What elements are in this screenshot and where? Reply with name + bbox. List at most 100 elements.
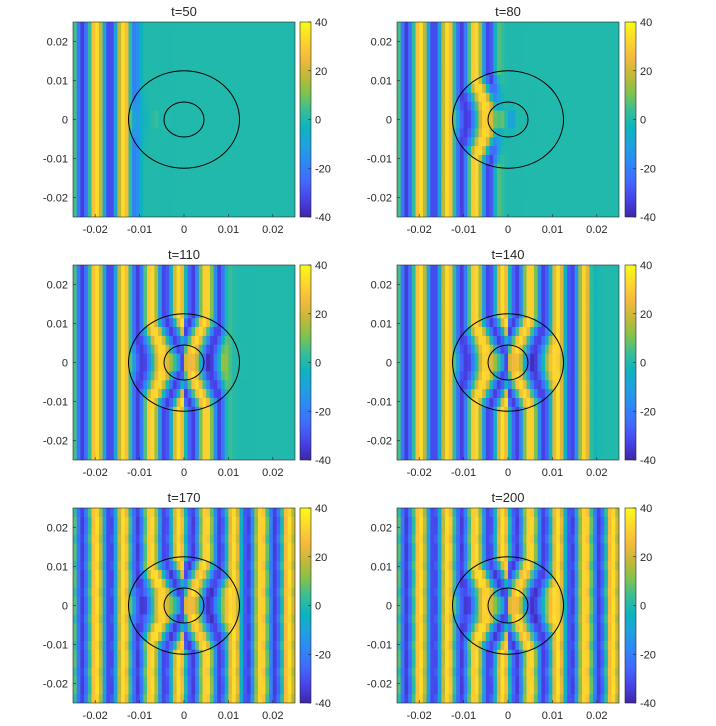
heatmap-cell	[415, 199, 420, 209]
heatmap-cell	[246, 208, 252, 217]
heatmap-cell	[611, 57, 616, 67]
heatmap-cell	[426, 75, 431, 85]
heatmap-cell	[530, 75, 535, 85]
heatmap-cell	[541, 154, 546, 165]
heatmap-cell	[570, 101, 576, 112]
heatmap-cell	[258, 442, 263, 452]
heatmap-cell	[582, 318, 587, 328]
heatmap-cell	[456, 371, 461, 381]
heatmap-cell	[400, 119, 405, 129]
heatmap-cell	[132, 415, 137, 426]
heatmap-cell	[559, 172, 565, 183]
heatmap-cell	[511, 110, 516, 121]
heatmap-cell	[400, 84, 405, 94]
heatmap-cell	[73, 415, 78, 426]
heatmap-cell	[198, 208, 204, 217]
heatmap-cell	[493, 48, 498, 59]
heatmap-cell	[467, 181, 472, 192]
heatmap-cell	[169, 397, 174, 408]
heatmap-cell	[184, 146, 189, 156]
heatmap-cell	[246, 406, 252, 417]
heatmap-cell	[158, 353, 163, 364]
heatmap-cell	[463, 353, 468, 364]
heatmap-cell	[459, 397, 465, 408]
heatmap-cell	[415, 300, 420, 310]
heatmap-cell	[548, 282, 553, 293]
heatmap-cell	[474, 344, 479, 355]
heatmap-cell	[400, 66, 405, 76]
heatmap-cell	[80, 424, 85, 435]
heatmap-cell	[563, 146, 568, 156]
heatmap-cell	[269, 137, 274, 147]
y-tick-label: 0.01	[47, 76, 68, 88]
heatmap-cell	[485, 92, 491, 103]
heatmap-cell	[110, 48, 115, 59]
heatmap-cell	[434, 101, 439, 112]
heatmap-cell	[426, 154, 431, 165]
heatmap-cell	[404, 48, 409, 59]
heatmap-cell	[526, 146, 531, 156]
heatmap-cell	[593, 84, 598, 94]
heatmap-cell	[228, 344, 233, 355]
heatmap-cell	[611, 362, 616, 372]
heatmap-cell	[191, 335, 196, 346]
heatmap-cell	[511, 362, 516, 372]
heatmap-cell	[143, 22, 148, 32]
heatmap-cell	[110, 371, 115, 381]
heatmap-cell	[91, 22, 96, 32]
outer-circle	[128, 70, 240, 169]
heatmap-cell	[474, 199, 479, 209]
heatmap-cell	[147, 371, 152, 381]
heatmap-cell	[217, 48, 222, 59]
heatmap-cell	[147, 309, 152, 319]
heatmap-cell	[76, 371, 81, 381]
heatmap-cell	[154, 344, 159, 355]
heatmap-cell	[98, 273, 104, 284]
heatmap-cell	[117, 66, 122, 76]
heatmap-cell	[73, 362, 78, 372]
heatmap-cell	[596, 380, 602, 390]
heatmap-cell	[463, 101, 468, 112]
heatmap-cell	[106, 433, 111, 443]
heatmap-cell	[202, 300, 207, 310]
heatmap-cell	[73, 327, 78, 337]
heatmap-cell	[397, 75, 402, 85]
heatmap-cell	[422, 344, 428, 355]
heatmap-cell	[556, 380, 561, 390]
heatmap-cell	[191, 101, 196, 112]
heatmap-cell	[574, 353, 579, 364]
heatmap-cell	[615, 22, 619, 32]
heatmap-cell	[559, 119, 565, 129]
heatmap-cell	[239, 353, 244, 364]
heatmap-cell	[452, 75, 457, 85]
heatmap-cell	[139, 137, 144, 147]
heatmap-cell	[548, 344, 553, 355]
heatmap-cell	[87, 128, 93, 138]
heatmap-cell	[161, 199, 167, 209]
heatmap-cell	[434, 389, 439, 399]
heatmap-cell	[545, 335, 550, 346]
heatmap-cell	[556, 146, 561, 156]
heatmap-cell	[537, 48, 542, 59]
heatmap-cell	[80, 344, 85, 355]
heatmap-cell	[563, 154, 568, 165]
heatmap-cell	[452, 163, 457, 174]
heatmap-cell	[235, 309, 241, 319]
heatmap-cell	[283, 119, 289, 129]
heatmap-cell	[511, 344, 516, 355]
heatmap-cell	[574, 84, 579, 94]
heatmap-cell	[87, 282, 93, 293]
heatmap-cell	[135, 380, 141, 390]
heatmap-cell	[504, 101, 509, 112]
heatmap-cell	[113, 57, 118, 67]
heatmap-cell	[143, 66, 148, 76]
heatmap-cell	[604, 39, 609, 50]
heatmap-cell	[221, 389, 226, 399]
heatmap-cell	[221, 110, 226, 121]
heatmap-cell	[102, 137, 107, 147]
heatmap-cell	[184, 265, 189, 275]
heatmap-cell	[415, 110, 420, 121]
heatmap-cell	[596, 327, 602, 337]
heatmap-cell	[541, 291, 546, 302]
heatmap-cell	[504, 335, 509, 346]
